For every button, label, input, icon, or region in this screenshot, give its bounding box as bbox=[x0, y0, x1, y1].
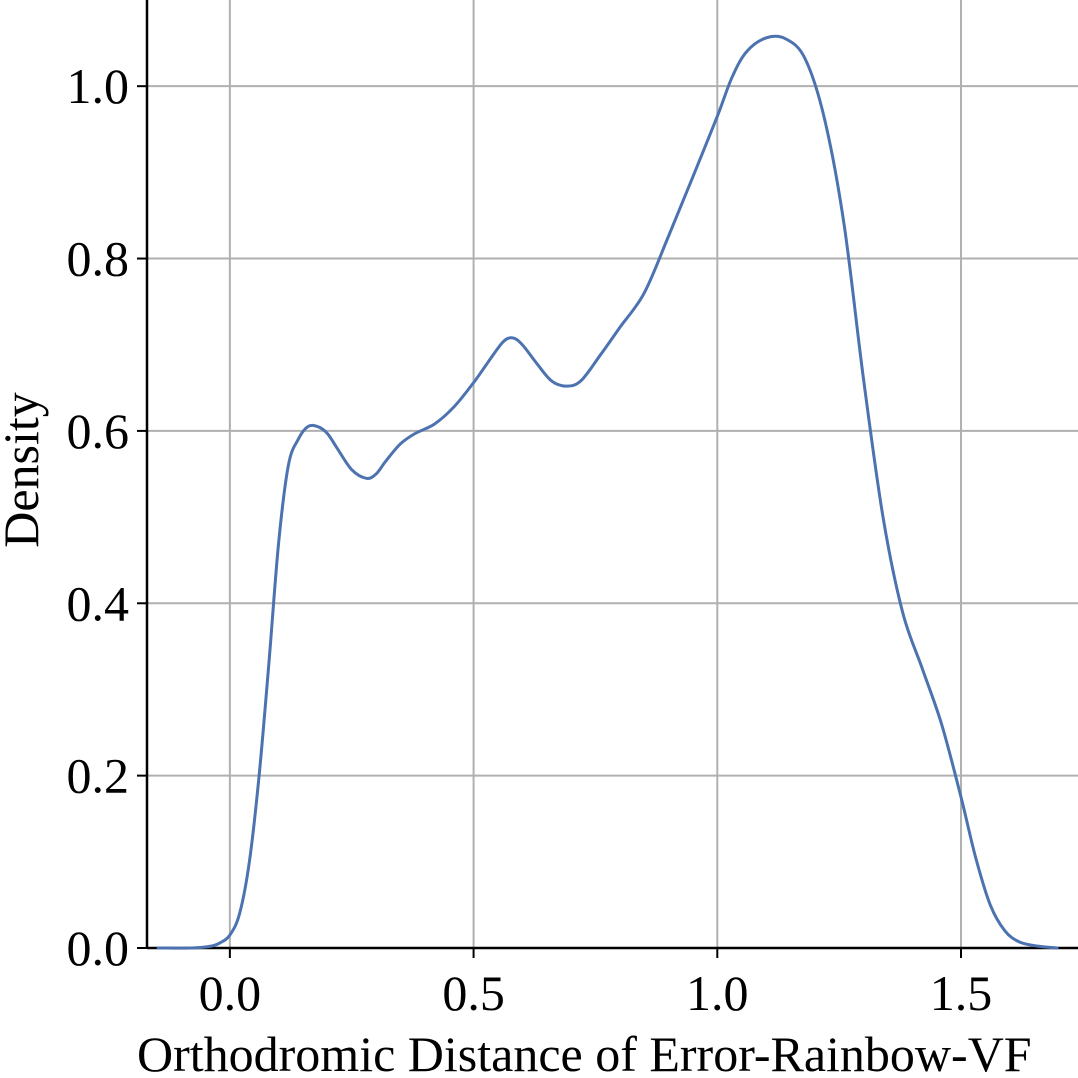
axis-spines bbox=[145, 0, 1078, 950]
plot-area bbox=[156, 34, 1059, 950]
y-tick-label: 0.6 bbox=[67, 403, 130, 459]
x-tick-label: 0.0 bbox=[199, 965, 262, 1021]
x-axis-label: Orthodromic Distance of Error-Rainbow-VF bbox=[137, 1026, 1032, 1078]
density-line bbox=[156, 34, 1059, 950]
x-tick-label: 0.5 bbox=[442, 965, 505, 1021]
y-axis-label: Density bbox=[0, 392, 49, 548]
x-tick-label: 1.5 bbox=[930, 965, 993, 1021]
y-tick-label: 0.8 bbox=[67, 231, 130, 287]
y-tick-label: 0.4 bbox=[67, 575, 130, 631]
y-tick-label: 1.0 bbox=[67, 58, 130, 114]
x-tick-label: 1.0 bbox=[686, 965, 749, 1021]
y-tick-label: 0.0 bbox=[67, 920, 130, 976]
axis-ticks: 0.0 0.5 1.0 1.5 0.0 0.2 0.4 0.6 0.8 1.0 bbox=[67, 58, 993, 1021]
y-tick-label: 0.2 bbox=[67, 748, 130, 804]
